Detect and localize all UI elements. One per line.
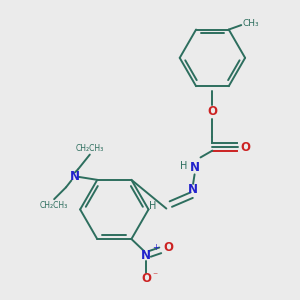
Text: CH₂CH₃: CH₂CH₃ xyxy=(40,201,68,210)
Text: H: H xyxy=(181,161,188,171)
Text: CH₂CH₃: CH₂CH₃ xyxy=(76,144,104,153)
Text: +: + xyxy=(152,243,159,252)
Text: N: N xyxy=(188,183,198,196)
Text: O: O xyxy=(141,272,151,285)
Text: N: N xyxy=(190,161,200,174)
Text: N: N xyxy=(141,249,151,262)
Text: N: N xyxy=(70,170,80,183)
Text: O: O xyxy=(207,106,218,118)
Text: H: H xyxy=(149,201,157,211)
Text: O: O xyxy=(240,140,250,154)
Text: ⁻: ⁻ xyxy=(152,271,157,281)
Text: O: O xyxy=(163,242,173,254)
Text: CH₃: CH₃ xyxy=(243,19,260,28)
